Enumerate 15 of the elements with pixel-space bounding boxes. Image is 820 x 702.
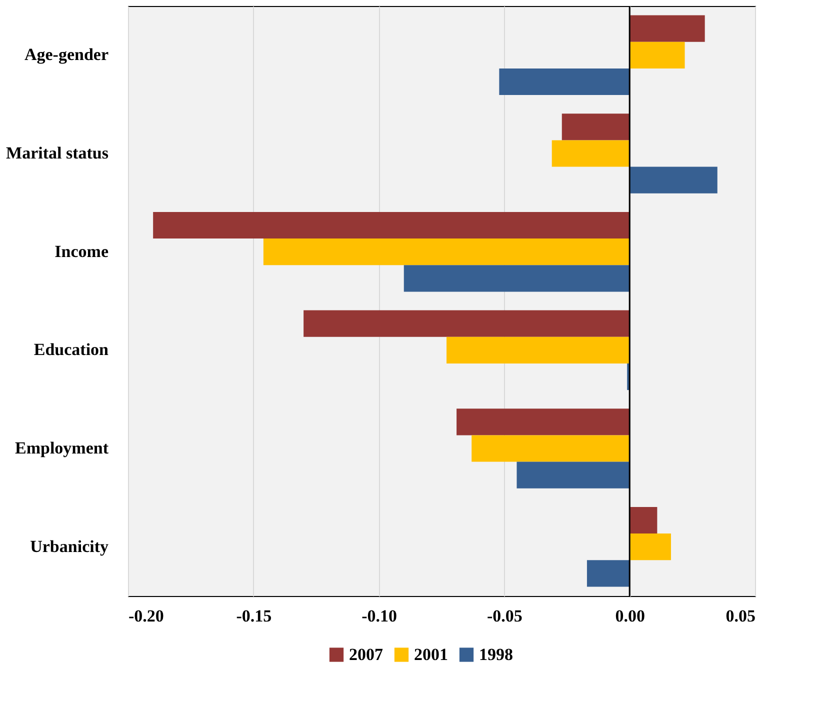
y-tick-label: Marital status — [6, 144, 109, 162]
x-tick-label: 0.00 — [615, 606, 645, 626]
x-tick-label: -0.05 — [486, 606, 522, 626]
y-tick-label: Income — [54, 242, 109, 261]
legend-label: 2007 — [349, 644, 384, 664]
legend-label: 2001 — [414, 644, 448, 664]
x-tick-label: -0.15 — [236, 606, 272, 626]
x-tick-label: 0.05 — [726, 606, 756, 626]
y-tick-label: Age-gender — [24, 45, 109, 64]
x-tick-label: -0.20 — [128, 606, 164, 626]
legend-label: 1998 — [479, 644, 513, 664]
y-tick-label: Education — [34, 340, 110, 360]
x-tick-label: -0.10 — [362, 606, 398, 626]
y-tick-label: Employment — [15, 438, 109, 458]
y-tick-label: Urbanicity — [30, 536, 109, 556]
